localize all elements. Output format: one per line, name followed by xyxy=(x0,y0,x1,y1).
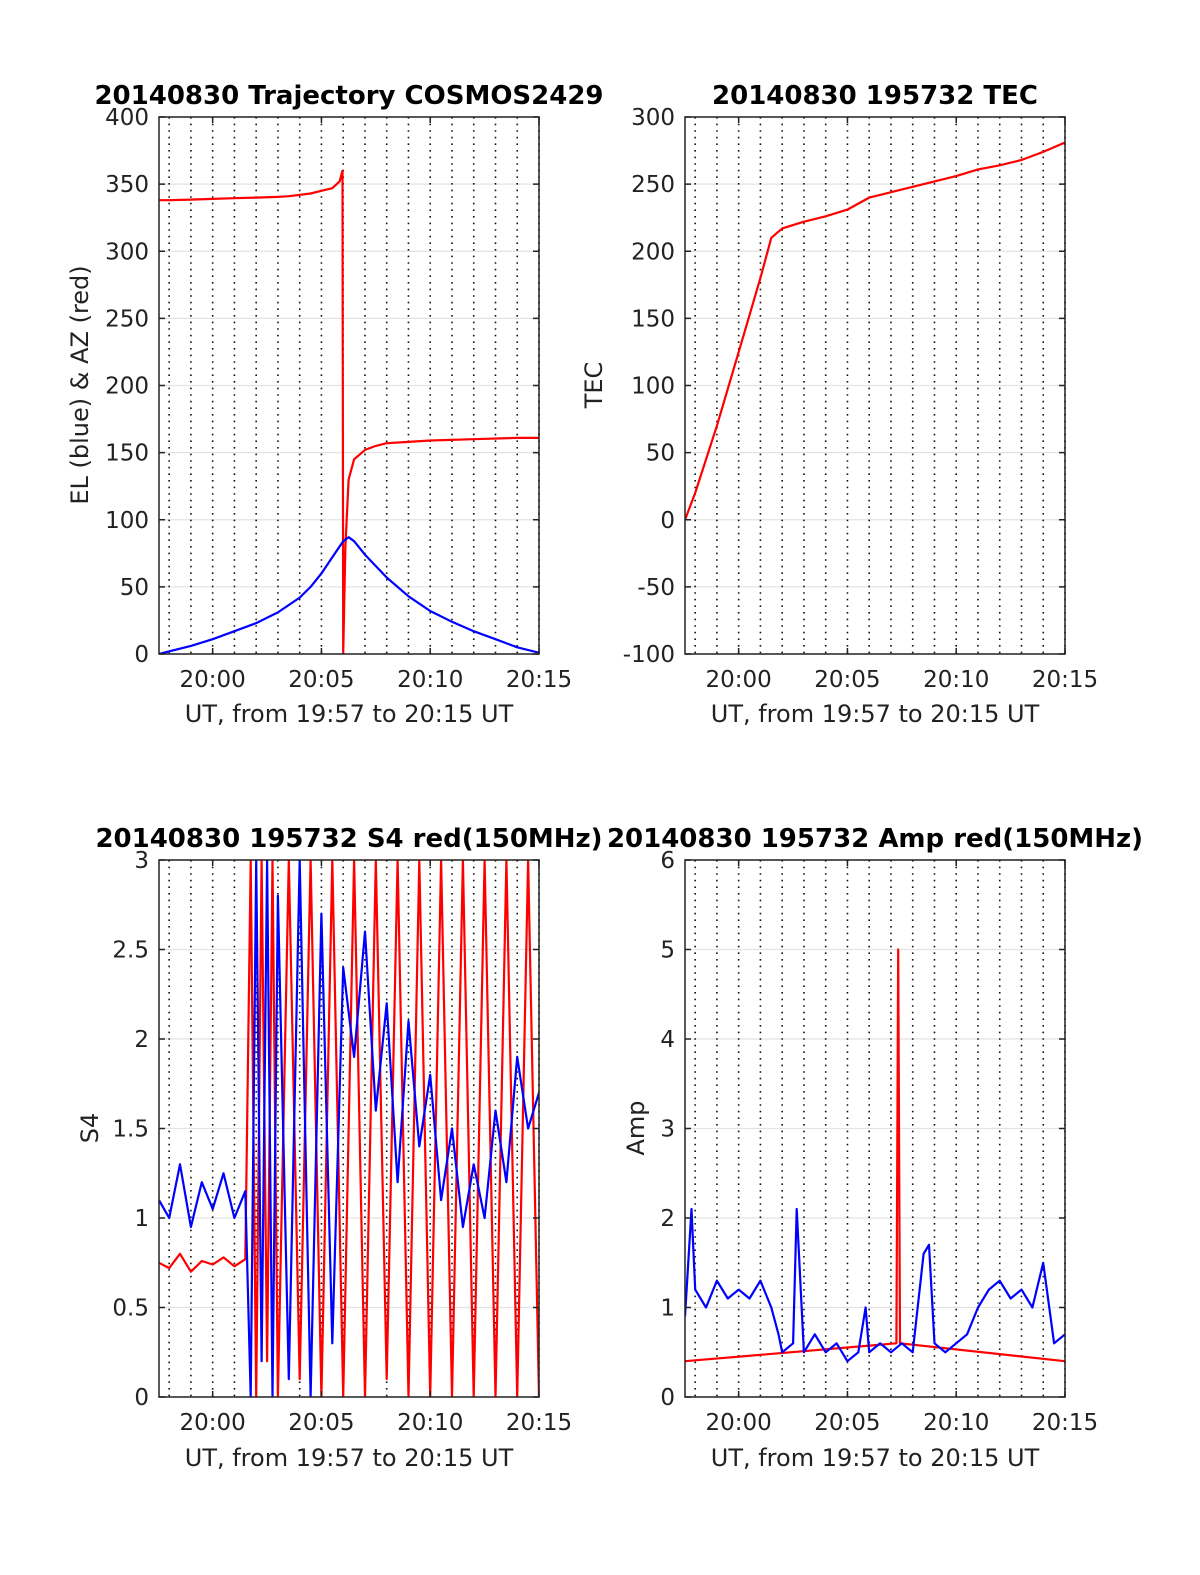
trajectory-title: 20140830 Trajectory COSMOS2429 xyxy=(94,81,603,111)
s4-xtick-label: 20:00 xyxy=(180,1410,246,1436)
trajectory-panel: 20140830 Trajectory COSMOS2429 UT, from … xyxy=(66,81,604,728)
s4-series-0-line xyxy=(159,860,539,1397)
trajectory-xtick-label: 20:10 xyxy=(397,667,463,693)
trajectory-xlabel: UT, from 19:57 to 20:15 UT xyxy=(185,700,514,728)
trajectory-ytick-label: 350 xyxy=(105,172,149,198)
amp-series-group xyxy=(685,948,1065,1363)
s4-ytick-label: 1.5 xyxy=(112,1117,149,1143)
amp-xlabel: UT, from 19:57 to 20:15 UT xyxy=(711,1444,1040,1472)
tec-panel: 20140830 195732 TEC UT, from 19:57 to 20… xyxy=(580,81,1098,728)
tec-ytick-label: 100 xyxy=(631,374,675,400)
s4-title: 20140830 195732 S4 red(150MHz) xyxy=(95,824,602,854)
s4-ytick-label: 2.5 xyxy=(112,938,149,964)
tec-ytick-label: 150 xyxy=(631,306,675,332)
trajectory-series-0-line xyxy=(159,169,539,654)
amp-panel: 20140830 195732 Amp red(150MHz) UT, from… xyxy=(607,824,1143,1472)
amp-xtick-label: 20:00 xyxy=(706,1410,772,1436)
tec-ytick-label: 50 xyxy=(646,441,675,467)
trajectory-series-group xyxy=(159,169,539,654)
tec-ytick-label: 300 xyxy=(631,105,675,131)
trajectory-xtick-label: 20:05 xyxy=(288,667,354,693)
trajectory-xtick-label: 20:15 xyxy=(506,667,572,693)
trajectory-ytick-label: 0 xyxy=(134,642,149,668)
s4-ytick-label: 0 xyxy=(134,1385,149,1411)
tec-xtick-label: 20:10 xyxy=(923,667,989,693)
s4-series-group xyxy=(159,860,539,1397)
amp-series-1-line xyxy=(685,1207,1065,1363)
tec-ytick-label: -100 xyxy=(623,642,675,668)
tec-series-0-line xyxy=(685,141,1065,521)
s4-xtick-label: 20:15 xyxy=(506,1410,572,1436)
amp-ytick-label: 6 xyxy=(660,848,675,874)
amp-title: 20140830 195732 Amp red(150MHz) xyxy=(607,824,1143,854)
amp-xtick-label: 20:05 xyxy=(814,1410,880,1436)
amp-ytick-label: 5 xyxy=(660,938,675,964)
amp-xtick-label: 20:15 xyxy=(1032,1410,1098,1436)
trajectory-ytick-label: 300 xyxy=(105,239,149,265)
s4-ylabel: S4 xyxy=(76,1113,104,1144)
amp-ytick-label: 4 xyxy=(660,1027,675,1053)
tec-xtick-label: 20:15 xyxy=(1032,667,1098,693)
tec-xlabel: UT, from 19:57 to 20:15 UT xyxy=(711,700,1040,728)
amp-ytick-label: 0 xyxy=(660,1385,675,1411)
trajectory-ytick-label: 100 xyxy=(105,508,149,534)
amp-series-0-line xyxy=(685,948,1065,1363)
s4-ytick-label: 3 xyxy=(134,848,149,874)
tec-ytick-label: 250 xyxy=(631,172,675,198)
trajectory-series-1-line xyxy=(159,536,539,654)
trajectory-ytick-label: 150 xyxy=(105,441,149,467)
s4-ytick-label: 1 xyxy=(134,1206,149,1232)
s4-xlabel: UT, from 19:57 to 20:15 UT xyxy=(185,1444,514,1472)
trajectory-ytick-label: 250 xyxy=(105,306,149,332)
amp-ylabel: Amp xyxy=(622,1100,650,1155)
s4-panel: 20140830 195732 S4 red(150MHz) UT, from … xyxy=(76,824,603,1472)
amp-ytick-label: 2 xyxy=(660,1206,675,1232)
amp-xtick-label: 20:10 xyxy=(923,1410,989,1436)
trajectory-ytick-label: 400 xyxy=(105,105,149,131)
s4-series-1-line xyxy=(159,860,539,1397)
tec-title: 20140830 195732 TEC xyxy=(712,81,1038,111)
s4-ytick-label: 0.5 xyxy=(112,1296,149,1322)
trajectory-ytick-label: 200 xyxy=(105,374,149,400)
tec-series-group xyxy=(685,141,1065,521)
s4-xtick-label: 20:10 xyxy=(397,1410,463,1436)
amp-ytick-label: 1 xyxy=(660,1296,675,1322)
tec-ylabel: TEC xyxy=(580,362,608,410)
s4-xtick-label: 20:05 xyxy=(288,1410,354,1436)
tec-xtick-label: 20:00 xyxy=(706,667,772,693)
trajectory-xtick-label: 20:00 xyxy=(180,667,246,693)
tec-xtick-label: 20:05 xyxy=(814,667,880,693)
tec-ytick-label: 200 xyxy=(631,239,675,265)
tec-ytick-label: -50 xyxy=(637,575,675,601)
amp-ytick-label: 3 xyxy=(660,1117,675,1143)
trajectory-ytick-label: 50 xyxy=(120,575,149,601)
trajectory-ylabel: EL (blue) & AZ (red) xyxy=(66,265,94,504)
s4-ytick-label: 2 xyxy=(134,1027,149,1053)
tec-ytick-label: 0 xyxy=(660,508,675,534)
